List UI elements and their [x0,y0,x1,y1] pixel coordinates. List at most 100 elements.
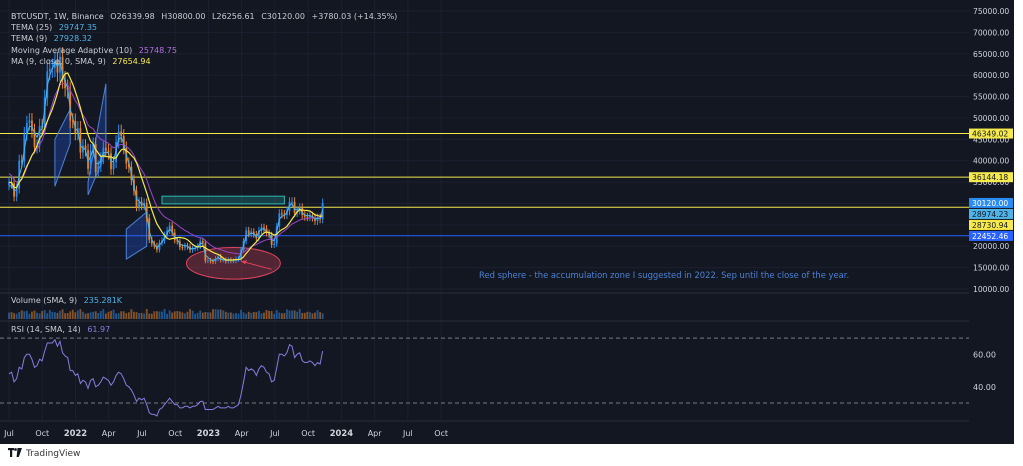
ma-value: 27654.94 [112,56,151,66]
volume-bar-36 [99,310,102,319]
candle-body-20 [59,56,61,73]
volume-bar-100 [263,312,265,319]
annotation-arrow-line [240,260,272,270]
candle-body-30 [84,145,87,150]
volume-bar-84 [222,310,225,319]
volume-bar-8 [28,313,31,319]
maa-row: Moving Average Adaptive (10) 25748.75 [11,45,397,56]
volume-bar-83 [219,309,222,319]
candle-body-54 [145,203,148,219]
price-label: 28974.23 [972,210,1008,219]
volume-bar-76 [201,312,204,319]
volume-bar-81 [214,309,217,319]
candle-body-33 [92,144,95,151]
volume-bar-17 [51,311,54,319]
price-label: 28730.94 [972,221,1008,230]
candle-body-18 [54,61,56,68]
price-tick-label: 15000.00 [973,264,1009,273]
price-tick-label: 60000.00 [973,71,1009,80]
volume-bar-62 [166,313,168,319]
candle-body-63 [168,225,171,231]
time-tick-label: Jul [3,429,14,438]
hline-label-bg-0 [969,128,1013,139]
volume-bar-94 [247,311,250,319]
candle-body-56 [150,239,153,244]
candle-body-96 [252,231,255,235]
volume-bar-57 [153,311,156,319]
rsi-tick-label: 40.00 [973,383,996,392]
volume-bar-50 [135,312,138,319]
candle-body-38 [105,147,107,151]
volume-bar-42 [115,313,117,319]
candle-body-84 [222,259,225,261]
volume-bar-26 [74,312,77,319]
candle-body-83 [219,256,222,260]
volume-bar-80 [212,309,214,319]
volume-bar-59 [158,311,161,319]
candle-body-25 [71,120,74,122]
candle-body-66 [176,240,179,242]
time-tick-label: Oct [168,429,182,438]
candle-body-107 [280,213,283,215]
volume-bar-90 [237,313,240,319]
volume-bar-122 [319,312,321,319]
maa-value: 25748.75 [138,45,177,55]
volume-bar-0 [8,312,10,319]
volume-bar-103 [270,311,273,319]
candle-body-41 [112,161,115,170]
price-tick-label: 50000.00 [973,114,1009,123]
price-tick-label: 75000.00 [973,7,1009,16]
volume-bar-72 [191,310,194,319]
ma-label: MA (9, close, 0, SMA, 9) [11,56,106,66]
volume-bar-9 [31,311,33,319]
ohlc-row: BTCUSDT, 1W, Binance O26339.98 H30800.00… [11,11,397,22]
volume-bar-38 [105,313,107,319]
candle-body-9 [31,120,33,131]
volume-bar-34 [94,311,97,319]
time-tick-label: Apr [102,429,117,438]
rsi-value: 61.97 [87,325,111,334]
time-tick-label: Apr [235,429,250,438]
price-tick-label: 45000.00 [973,135,1009,144]
volume-bar-82 [217,309,219,319]
hline-price-label: 46349.02 [972,130,1008,139]
ma-row: MA (9, close, 0, SMA, 9) 27654.94 [11,56,397,67]
volume-bar-2 [13,313,15,319]
candle-body-118 [309,215,311,218]
volume-bar-6 [23,311,26,319]
volume-bar-22 [64,313,66,319]
volume-bar-56 [150,313,153,319]
volume-bar-19 [56,312,59,319]
volume-bar-114 [298,309,301,319]
footer: TradingView [8,448,80,460]
volume-bar-44 [120,311,123,319]
volume-bar-49 [133,311,135,319]
volume-bar-108 [283,312,286,319]
volume-bar-1 [10,312,13,319]
rsi-tick-label: 60.00 [973,350,996,359]
volume-bar-65 [173,311,176,319]
volume-bar-89 [235,313,237,319]
time-tick-label: Apr [368,429,383,438]
volume-bar-28 [79,309,82,319]
volume-bar-111 [291,310,293,319]
volume-bar-12 [38,313,41,319]
volume-bar-106 [278,312,281,319]
candle-body-100 [263,227,265,229]
low-value: L26256.61 [212,12,255,21]
volume-bar-102 [268,310,270,319]
volume-bar-60 [161,311,163,319]
volume-bar-97 [255,312,258,319]
candle-body-51 [138,201,140,207]
open-value: O26339.98 [110,12,155,21]
volume-bar-86 [227,312,230,319]
volume-bar-91 [240,309,242,319]
volume-bar-41 [112,309,115,319]
candle-body-0 [8,182,10,186]
volume-bar-87 [229,312,232,319]
volume-bar-20 [59,310,61,319]
volume-bar-11 [36,312,38,319]
volume-bar-98 [258,310,260,319]
